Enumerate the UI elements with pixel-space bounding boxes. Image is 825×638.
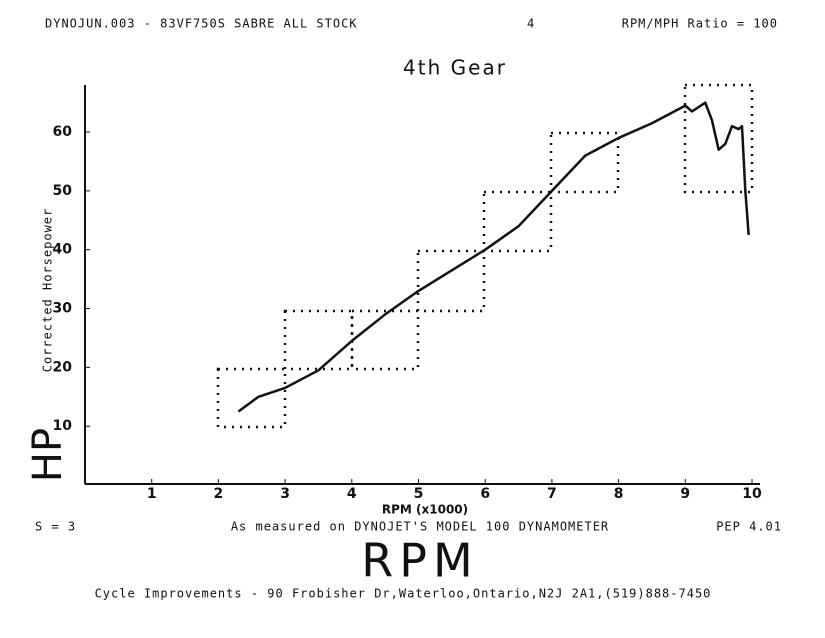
header-mid: 4 bbox=[527, 17, 535, 31]
y-axis-label: Corrected Horsepower bbox=[41, 208, 55, 373]
header-right: RPM/MPH Ratio = 100 bbox=[622, 17, 778, 31]
y-tick-label: 50 bbox=[53, 183, 73, 199]
version: PEP 4.01 bbox=[716, 520, 782, 534]
note: As measured on DYNOJET'S MODEL 100 DYNAM… bbox=[231, 520, 609, 534]
y-tick-label: 10 bbox=[53, 418, 73, 434]
y-tick-label: 30 bbox=[53, 301, 73, 317]
x-tick-label: 2 bbox=[214, 486, 224, 502]
header-left: DYNOJUN.003 - 83VF750S SABRE ALL STOCK bbox=[45, 17, 358, 31]
x-tick-label: 3 bbox=[280, 486, 290, 502]
chart-title: 4th Gear bbox=[403, 56, 507, 80]
x-tick-label: 9 bbox=[680, 486, 690, 502]
x-tick-label: 1 bbox=[147, 486, 157, 502]
x-tick-label: 4 bbox=[347, 486, 357, 502]
smoothing: S = 3 bbox=[35, 520, 76, 534]
y-tick-label: 60 bbox=[53, 124, 73, 140]
x-tick-label: 7 bbox=[547, 486, 557, 502]
dotted-boxes bbox=[216, 83, 754, 429]
x-big-label: RPM bbox=[361, 534, 478, 588]
hp-curve bbox=[237, 101, 750, 413]
footer: Cycle Improvements - 90 Frobisher Dr,Wat… bbox=[95, 587, 712, 601]
y-tick-label: 20 bbox=[53, 359, 73, 375]
x-tick-label: 8 bbox=[614, 486, 624, 502]
x-axis-label: RPM (x1000) bbox=[382, 503, 468, 517]
y-tick-label: 40 bbox=[53, 242, 73, 258]
x-tick-label: 10 bbox=[742, 486, 762, 502]
x-tick-label: 5 bbox=[414, 486, 424, 502]
x-tick-label: 6 bbox=[480, 486, 490, 502]
y-big-label: HP bbox=[25, 428, 71, 482]
